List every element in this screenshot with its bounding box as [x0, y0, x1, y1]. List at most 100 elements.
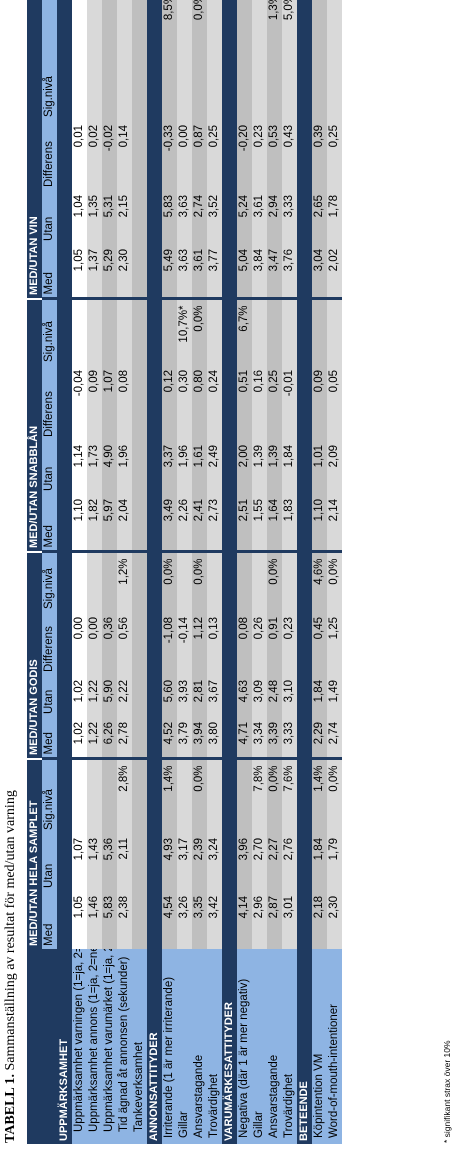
section-filler-cell	[147, 891, 162, 949]
cell-godis-3	[102, 551, 117, 612]
group-header-row: MED/UTAN HELA SAMPLET MED/UTAN GODIS MED…	[27, 0, 42, 1144]
section-filler-cell	[222, 551, 237, 612]
cell-hela-0: 3,01	[282, 891, 297, 949]
col-hela-med: Med	[42, 891, 57, 949]
col-vin-diff: Differens	[42, 119, 57, 190]
section-filler-cell	[147, 833, 162, 891]
cell-godis-2	[132, 611, 147, 675]
cell-godis-1: 1,22	[87, 674, 102, 717]
cell-vin-1: 1,04	[72, 189, 87, 244]
cell-vin-0: 2,30	[117, 243, 132, 299]
table-row: Word-of-mouth-intentioner 2,30 1,79 0,0% 2,7…	[327, 0, 342, 1144]
cell-snabblan-1: 3,37	[162, 439, 177, 494]
table-row: Negativa (där 1 är mer negativ) 4,14 3,96 4…	[237, 0, 252, 1144]
cell-vin-3: 1,3%	[267, 0, 282, 120]
cell-snabblan-3: 6,7%	[237, 298, 252, 365]
cell-vin-2	[132, 119, 147, 190]
section-filler-cell	[147, 439, 162, 494]
row-label: Trovärdighet	[207, 949, 222, 1144]
section-filler-cell	[297, 891, 312, 949]
section-filler-cell	[222, 189, 237, 244]
cell-hela-2: 0,0%	[327, 758, 342, 833]
cell-vin-2: 0,87	[192, 119, 207, 190]
section-filler-cell	[297, 439, 312, 494]
table-row: Tankeverksamhet	[132, 0, 147, 1144]
cell-godis-1: 4,63	[237, 674, 252, 717]
section-filler-cell	[297, 674, 312, 717]
cell-snabblan-1: 1,84	[282, 439, 297, 494]
cell-vin-2: 0,43	[282, 119, 297, 190]
cell-hela-2: 7,8%	[252, 758, 267, 833]
row-label: Irriterande (1 är mer irriterande)	[162, 949, 177, 1144]
cell-snabblan-0: 2,51	[237, 493, 252, 552]
cell-snabblan-0: 1,10	[72, 493, 87, 552]
cell-godis-3	[177, 551, 192, 612]
section-filler-cell	[147, 189, 162, 244]
section-filler-cell	[57, 833, 72, 891]
col-vin-sig: Sig.nivå	[42, 0, 57, 120]
section-filler-cell	[57, 551, 72, 612]
section-filler-cell	[147, 551, 162, 612]
caption-text: Sammanställning av resultat för med/utan…	[3, 790, 18, 1071]
cell-hela-1: 2,76	[282, 833, 297, 891]
section-filler-cell	[222, 674, 237, 717]
cell-hela-1: 3,24	[207, 833, 222, 891]
cell-hela-2	[132, 758, 147, 833]
corner-cell-sub	[42, 949, 57, 1144]
cell-snabblan-2: 0,80	[192, 364, 207, 440]
cell-snabblan-1: 1,96	[177, 439, 192, 494]
cell-snabblan-1: 1,01	[312, 439, 327, 494]
cell-vin-1: 5,83	[162, 189, 177, 244]
cell-godis-2: 0,26	[252, 611, 267, 675]
cell-hela-2	[102, 758, 117, 833]
section-filler-cell	[57, 493, 72, 552]
cell-hela-2: 7,6%	[282, 758, 297, 833]
group-header-snabblan: MED/UTAN SNABBLÅN	[27, 298, 42, 552]
cell-vin-3	[312, 0, 327, 120]
cell-godis-2: 0,45	[312, 611, 327, 675]
section-row: ANNONSATTITYDER	[147, 0, 162, 1144]
table-row: Irriterande (1 är mer irriterande) 4,54 4,…	[162, 0, 177, 1144]
cell-godis-2: 0,00	[87, 611, 102, 675]
section-filler-cell	[222, 298, 237, 365]
cell-hela-2	[177, 758, 192, 833]
cell-snabblan-0: 1,82	[87, 493, 102, 552]
cell-snabblan-1: 1,14	[72, 439, 87, 494]
col-godis-utan: Utan	[42, 674, 57, 717]
cell-hela-2: 2,8%	[117, 758, 132, 833]
cell-vin-0: 5,29	[102, 243, 117, 299]
cell-godis-3	[207, 551, 222, 612]
cell-vin-2: -0,33	[162, 119, 177, 190]
section-filler-cell	[222, 833, 237, 891]
cell-godis-0	[132, 716, 147, 759]
group-header-vin: MED/UTAN VIN	[27, 0, 42, 299]
cell-godis-1: 3,10	[282, 674, 297, 717]
cell-godis-0: 3,79	[177, 716, 192, 759]
cell-godis-1: 3,93	[177, 674, 192, 717]
cell-hela-0: 3,42	[207, 891, 222, 949]
cell-hela-0: 3,26	[177, 891, 192, 949]
cell-vin-0: 3,63	[177, 243, 192, 299]
cell-hela-1	[132, 833, 147, 891]
cell-godis-2: 0,08	[237, 611, 252, 675]
footnote: * signifikant strax över 10%	[442, 1040, 452, 1143]
cell-godis-2: 0,23	[282, 611, 297, 675]
cell-godis-0: 1,02	[72, 716, 87, 759]
section-filler-cell	[297, 611, 312, 675]
cell-vin-3	[327, 0, 342, 120]
cell-vin-3	[237, 0, 252, 120]
col-snabblan-diff: Differens	[42, 364, 57, 440]
cell-snabblan-3: 0,0%	[192, 298, 207, 365]
section-filler-cell	[147, 716, 162, 759]
cell-godis-0: 6,26	[102, 716, 117, 759]
cell-hela-1: 1,43	[87, 833, 102, 891]
cell-vin-1: 3,52	[207, 189, 222, 244]
table-caption: TABELL 1. Sammanställning av resultat fö…	[2, 243, 20, 1143]
section-filler-cell	[147, 119, 162, 190]
cell-godis-2: 0,56	[117, 611, 132, 675]
row-label: Tankeverksamhet	[132, 949, 147, 1144]
cell-hela-0: 2,87	[267, 891, 282, 949]
cell-vin-0: 3,84	[252, 243, 267, 299]
cell-snabblan-0: 2,41	[192, 493, 207, 552]
cell-hela-0: 5,83	[102, 891, 117, 949]
